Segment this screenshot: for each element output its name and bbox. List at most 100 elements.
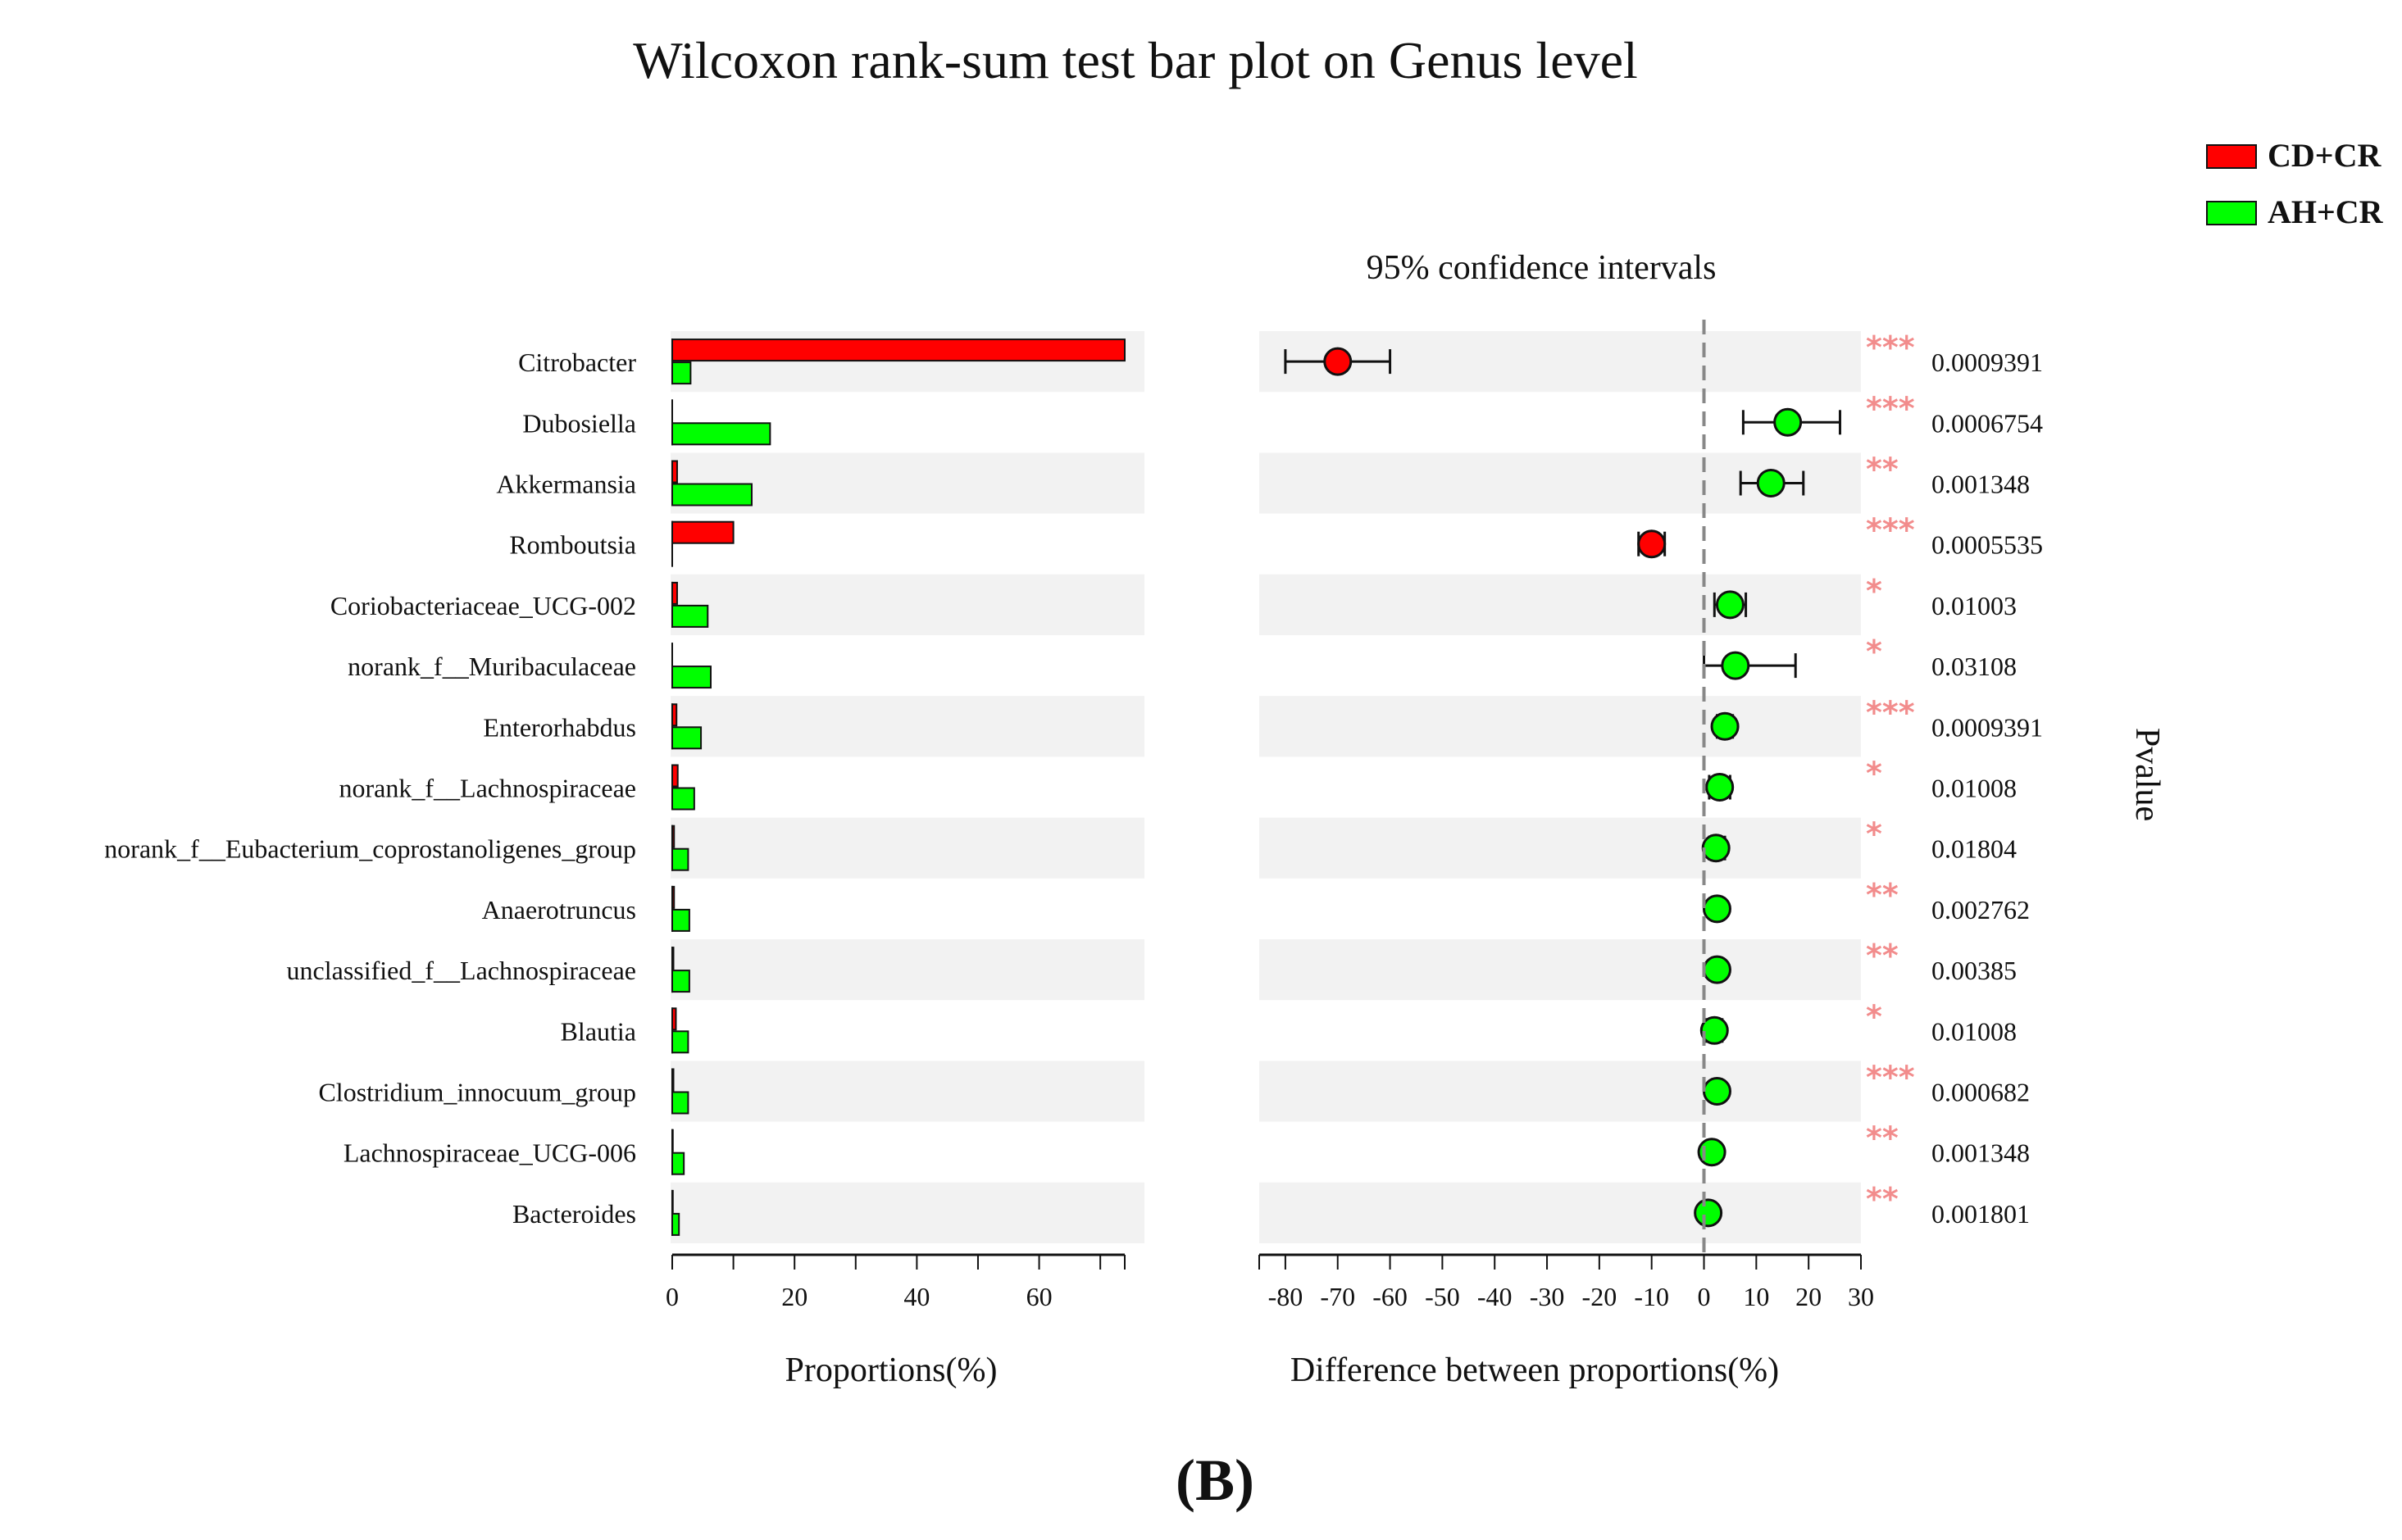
row-band-right [1259, 939, 1861, 1001]
bar-ah-cr-akkermansia [671, 483, 753, 507]
genus-label-clostridium-innocuum-group: Clostridium_innocuum_group [318, 1078, 636, 1107]
row-band-left [671, 939, 1144, 1001]
pvalue-unclassified-f-lachnospiraceae: 0.00385 [1931, 956, 2017, 985]
figure-label: (B) [1176, 1447, 1254, 1513]
diff-point-enterorhabdus [1710, 711, 1740, 741]
significance-stars-blautia: * [1866, 998, 1882, 1034]
genus-label-lachnospiraceae-ucg-006: Lachnospiraceae_UCG-006 [343, 1138, 636, 1168]
right-tick-label: -20 [1582, 1282, 1617, 1311]
significance-stars-unclassified-f-lachnospiraceae: ** [1866, 938, 1899, 974]
pvalue-citrobacter: 0.0009391 [1931, 348, 2043, 377]
right-tick-label: -70 [1320, 1282, 1355, 1311]
right-tick-label: -60 [1372, 1282, 1408, 1311]
diff-point-citrobacter [1323, 347, 1353, 376]
ci-panel-title: 95% confidence intervals [1367, 249, 1717, 287]
genus-label-coriobacteriaceae-ucg-002: Coriobacteriaceae_UCG-002 [330, 591, 636, 620]
bar-cd-cr-norank-f-lachnospiraceae [671, 764, 679, 788]
significance-stars-clostridium-innocuum-group: *** [1866, 1060, 1915, 1096]
significance-stars-enterorhabdus: *** [1866, 694, 1915, 730]
diff-point-norank-f-muribaculaceae [1721, 651, 1750, 680]
pvalue-axis-label: Pvalue [2128, 728, 2166, 821]
genus-label-norank-f-lachnospiraceae: norank_f__Lachnospiraceae [339, 774, 636, 803]
diff-point-clostridium-innocuum-group [1702, 1077, 1731, 1106]
pvalue-clostridium-innocuum-group: 0.000682 [1931, 1078, 2030, 1107]
genus-label-dubosiella: Dubosiella [522, 408, 636, 438]
diff-point-dubosiella [1773, 407, 1803, 437]
difference-panel: -80 -70 -60 -50 -40 -30 -20 -10 0 10 20 30 [1258, 320, 1874, 1311]
right-tick-label: 30 [1848, 1282, 1874, 1311]
row-band-left [671, 696, 1144, 757]
row-band-right [1259, 696, 1861, 757]
right-tick-label: -80 [1268, 1282, 1303, 1311]
row-band-left [671, 1061, 1144, 1122]
bar-ah-cr-norank-f-lachnospiraceae [671, 787, 695, 811]
significance-stars-anaerotruncus: ** [1866, 877, 1899, 913]
diff-point-anaerotruncus [1702, 894, 1731, 924]
pvalue-norank-f-muribaculaceae: 0.03108 [1931, 652, 2017, 681]
right-tick-label: -50 [1425, 1282, 1460, 1311]
legend-label-cd-cr: CD+CR [2268, 137, 2382, 174]
genus-label-anaerotruncus: Anaerotruncus [482, 895, 636, 924]
legend-label-ah-cr: AH+CR [2268, 193, 2384, 230]
chart-title: Wilcoxon rank-sum test bar plot on Genus… [633, 31, 1638, 89]
significance-stars-norank-f-eubacterium-coprostanoligenes-group: * [1866, 816, 1882, 852]
left-x-axis-label: Proportions(%) [785, 1351, 998, 1389]
pvalue-romboutsia: 0.0005535 [1931, 530, 2043, 560]
significance-stars-lachnospiraceae-ucg-006: ** [1866, 1120, 1899, 1156]
left-tick-label: 40 [903, 1282, 930, 1311]
row-band-right [1259, 1182, 1861, 1243]
bar-ah-cr-clostridium-innocuum-group [671, 1091, 689, 1115]
pvalue-coriobacteriaceae-ucg-002: 0.01003 [1931, 591, 2017, 620]
row-bands [671, 331, 1861, 1243]
right-tick-label: -40 [1477, 1282, 1513, 1311]
diff-point-norank-f-eubacterium-coprostanoligenes-group [1701, 834, 1731, 863]
significance-stars-dubosiella: *** [1866, 390, 1915, 426]
genus-label-blautia: Blautia [561, 1016, 636, 1046]
bar-cd-cr-romboutsia [671, 520, 735, 544]
pvalue-blautia: 0.01008 [1931, 1016, 2017, 1046]
bar-ah-cr-enterorhabdus [671, 726, 703, 750]
bar-ah-cr-unclassified-f-lachnospiraceae [671, 970, 690, 993]
pvalue-bacteroides: 0.001801 [1931, 1199, 2030, 1229]
bar-ah-cr-coriobacteriaceae-ucg-002 [671, 604, 709, 628]
pvalue-anaerotruncus: 0.002762 [1931, 895, 2030, 924]
row-band-left [671, 1182, 1144, 1243]
significance-stars-norank-f-lachnospiraceae: * [1866, 756, 1882, 792]
row-band-right [1259, 574, 1861, 635]
pvalue-enterorhabdus: 0.0009391 [1931, 712, 2043, 742]
right-tick-label: 0 [1698, 1282, 1711, 1311]
diff-point-coriobacteriaceae-ucg-002 [1715, 590, 1745, 620]
pvalue-column: *** 0.0009391*** 0.0006754** 0.001348*** 0.0… [1866, 329, 2043, 1229]
bar-ah-cr-norank-f-muribaculaceae [671, 666, 712, 689]
bar-ah-cr-blautia [671, 1030, 689, 1054]
pvalue-akkermansia: 0.001348 [1931, 470, 2030, 499]
genus-label-bacteroides: Bacteroides [512, 1199, 636, 1229]
significance-stars-romboutsia: *** [1866, 512, 1915, 548]
bar-ah-cr-anaerotruncus [671, 908, 690, 932]
genus-labels: Citrobacter Dubosiella Akkermansia Rombouts… [104, 348, 636, 1229]
significance-stars-bacteroides: ** [1866, 1181, 1899, 1217]
legend-swatch-ah-cr [2206, 201, 2257, 225]
genus-label-romboutsia: Romboutsia [509, 530, 636, 560]
pvalue-norank-f-lachnospiraceae: 0.01008 [1931, 774, 2017, 803]
diff-point-norank-f-lachnospiraceae [1705, 773, 1735, 802]
bar-ah-cr-dubosiella [671, 422, 771, 446]
left-tick-label: 20 [781, 1282, 807, 1311]
genus-label-enterorhabdus: Enterorhabdus [483, 712, 636, 742]
significance-stars-akkermansia: ** [1866, 452, 1899, 488]
right-tick-label: -30 [1530, 1282, 1565, 1311]
bar-ah-cr-lachnospiraceae-ucg-006 [671, 1152, 685, 1175]
genus-label-norank-f-eubacterium-coprostanoligenes-group: norank_f__Eubacterium_coprostanoligenes_… [104, 834, 636, 864]
left-tick-label: 60 [1026, 1282, 1053, 1311]
bar-cd-cr-citrobacter [671, 338, 1126, 362]
diff-point-bacteroides [1694, 1198, 1723, 1228]
diff-point-unclassified-f-lachnospiraceae [1702, 955, 1731, 984]
proportions-panel: 0 20 40 60 [666, 338, 1126, 1311]
right-tick-label: 10 [1743, 1282, 1769, 1311]
left-tick-label: 0 [666, 1282, 679, 1311]
significance-stars-coriobacteriaceae-ucg-002: * [1866, 573, 1882, 609]
genus-label-unclassified-f-lachnospiraceae: unclassified_f__Lachnospiraceae [287, 956, 636, 985]
right-tick-label: -10 [1634, 1282, 1669, 1311]
legend-swatch-cd-cr [2206, 144, 2257, 169]
